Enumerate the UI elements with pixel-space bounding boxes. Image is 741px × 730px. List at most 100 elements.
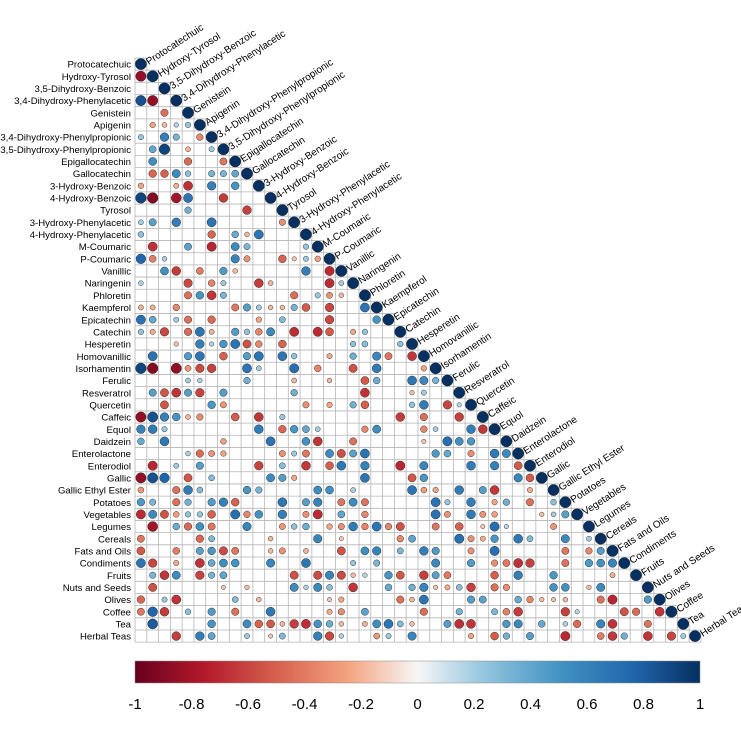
corr-cereals--enterodiol <box>526 535 534 543</box>
corr-gallic-ethyl-ester--genistein <box>183 485 193 495</box>
corr-legumes--daidzein <box>503 524 509 530</box>
corr-fats-and-oils--3-4-dihydroxy-phenylacetic <box>172 547 180 555</box>
corr-legumes--phloretin <box>361 522 369 531</box>
corr-tea--fats-and-oils <box>607 619 618 629</box>
corr-nuts-and-seeds--p-coumaric <box>326 584 333 591</box>
corr-fruits--gallic-ethyl-ester <box>549 571 558 580</box>
corr-4-hydroxy-benzoic--3-5-dihydroxy-phenylpropionic <box>218 193 229 203</box>
corr-fruits--m-coumaric <box>313 570 323 580</box>
corr-daidzein--naringenin <box>349 437 358 446</box>
corr-catechin--catechin <box>394 326 407 338</box>
corr-isorhamentin--hydroxy-tyrosol <box>147 362 159 374</box>
corr-enterolactone--daidzein <box>502 449 511 458</box>
corr-3-hydroxy-benzoic--3-4-dihydroxy-phenylacetic <box>173 182 180 189</box>
corr-3-4-dihydroxy-phenylacetic--3-4-dihydroxy-phenylacetic <box>170 94 183 107</box>
corr-enterolactone--phloretin <box>360 448 370 459</box>
corr-daidzein--quercetin <box>466 437 476 446</box>
corr-legumes--epicatechin <box>384 522 393 531</box>
corr-3-hydroxy-phenylacetic--3-hydroxy-phenylacetic <box>288 216 300 229</box>
corr-olives--cereals <box>596 595 605 604</box>
corr-fruits--naringenin <box>350 572 356 578</box>
corr-resveratrol--hesperetin <box>409 390 415 396</box>
corr-gallic-ethyl-ester--enterodiol <box>527 487 533 493</box>
corr-resveratrol--resveratrol <box>453 386 466 399</box>
row-label-gallic-ethyl-ester: Gallic Ethyl Ester <box>58 486 132 497</box>
corr-condiments--naringenin <box>350 560 357 567</box>
corr-nuts-and-seeds--isorhamentin <box>433 584 439 590</box>
corr-equol--caffeic <box>478 424 488 434</box>
corr-phloretin--vanillic <box>338 292 344 298</box>
corr-enterolactone--ferulic <box>443 449 452 458</box>
corr-vegetables--caffeic <box>479 511 487 518</box>
corr-vanillic--3-5-dihydroxy-benzoic <box>160 266 169 276</box>
corr-gallic-ethyl-ester--m-coumaric <box>313 485 323 495</box>
corr-gallic-ethyl-ester--naringenin <box>350 487 356 493</box>
corr-gallic--protocatechuic <box>135 472 147 484</box>
corr-resveratrol--hydroxy-tyrosol <box>148 388 157 397</box>
corr-cereals--equol <box>490 534 499 543</box>
corr-isorhamentin--apigenin <box>195 363 205 373</box>
corr-caffeic--3-hydroxy-benzoic <box>254 412 264 422</box>
corr-homovanillic--hydroxy-tyrosol <box>147 351 158 362</box>
corr-protocatechuic--protocatechuic <box>135 58 147 70</box>
row-label-fruits: Fruits <box>107 571 131 582</box>
corr-cereals--legumes <box>586 535 592 542</box>
corr-caffeic--hydroxy-tyrosol <box>147 411 159 423</box>
corr-kaempferol--3-hydroxy-phenylacetic <box>290 303 298 311</box>
corr-gallic--3-hydroxy-phenylacetic <box>291 474 298 481</box>
corr-epicatechin--3-4-dihydroxy-phenylacetic <box>173 316 180 323</box>
corr-vegetables--genistein <box>185 511 192 518</box>
corr-tea--quercetin <box>466 619 476 629</box>
corr-tea--phloretin <box>362 621 368 627</box>
corr-fats-and-oils--apigenin <box>195 546 204 555</box>
corr-resveratrol--3-5-dihydroxy-phenylpropionic <box>219 388 228 397</box>
corr-phloretin--genistein <box>184 291 192 300</box>
row-label-3-hydroxy-phenylacetic: 3-Hydroxy-Phenylacetic <box>30 218 132 229</box>
corr-quercetin--homovanillic <box>419 400 429 410</box>
corr-caffeic--catechin <box>395 412 405 422</box>
corr-ferulic--phloretin <box>360 376 370 385</box>
corr-hesperetin--3-5-dihydroxy-phenylpropionic <box>219 339 228 349</box>
corr-legumes--legumes <box>583 520 595 533</box>
corr-4-hydroxy-benzoic--protocatechuic <box>135 192 147 204</box>
corr-catechin--hydroxy-tyrosol <box>149 328 156 335</box>
corr-nuts-and-seeds--potatoes <box>561 583 570 592</box>
corr-coffee--potatoes <box>560 607 570 617</box>
row-label-4-hydroxy-benzoic: 4-Hydroxy-Benzoic <box>50 194 131 205</box>
corr-nuts-and-seeds--nuts-and-seeds <box>642 581 654 594</box>
corr-legumes--hydroxy-tyrosol <box>147 521 158 532</box>
corr-vegetables--3-hydroxy-benzoic <box>254 510 263 519</box>
corr-homovanillic--3-hydroxy-benzoic <box>253 351 264 362</box>
corr-tea--3-hydroxy-benzoic <box>254 619 263 629</box>
corr-epigallocatechin--hydroxy-tyrosol <box>148 157 157 166</box>
row-label-condiments: Condiments <box>80 559 131 570</box>
corr-gallic-ethyl-ester--gallic-ethyl-ester <box>547 484 560 496</box>
corr-legumes--vanillic <box>337 523 345 530</box>
corr-enterodiol--phloretin <box>360 461 370 471</box>
corr-legumes--isorhamentin <box>431 522 440 531</box>
corr-hesperetin--epigallocatechin <box>230 339 241 349</box>
corr-nuts-and-seeds--homovanillic <box>419 582 429 592</box>
corr-homovanillic--3-hydroxy-phenylacetic <box>291 353 298 360</box>
corr-potatoes--equol <box>491 499 498 506</box>
corr-coffee--protocatechuic <box>137 607 145 616</box>
corr-ferulic--genistein <box>185 377 191 384</box>
corr-catechin--genistein <box>184 327 193 336</box>
row-label-potatoes: Potatoes <box>93 498 131 509</box>
corr-coffee--hydroxy-tyrosol <box>147 606 158 617</box>
corr-olives--protocatechuic <box>136 595 145 604</box>
corr-gallic--enterolactone <box>513 473 523 483</box>
corr-vegetables--epigallocatechin <box>230 509 241 520</box>
corr-4-hydroxy-phenylacetic--epigallocatechin <box>231 230 239 239</box>
corr-potatoes--3-5-dihydroxy-phenylpropionic <box>218 497 228 507</box>
corr-tea--ferulic <box>443 619 452 628</box>
corr-olives--3-hydroxy-benzoic <box>256 596 262 603</box>
corr-enterolactone--isorhamentin <box>431 449 440 458</box>
corr-fruits--3-5-dihydroxy-benzoic <box>159 570 170 580</box>
corr-naringenin--vanillic <box>338 280 345 286</box>
corr-quercetin--quercetin <box>465 399 477 411</box>
corr-gallocatechin--genistein <box>184 170 192 177</box>
row-label-daidzein: Daidzein <box>94 437 131 448</box>
corr-tea--4-hydroxy-benzoic <box>266 619 275 629</box>
corr-kaempferol--4-hydroxy-phenylacetic <box>301 303 311 312</box>
